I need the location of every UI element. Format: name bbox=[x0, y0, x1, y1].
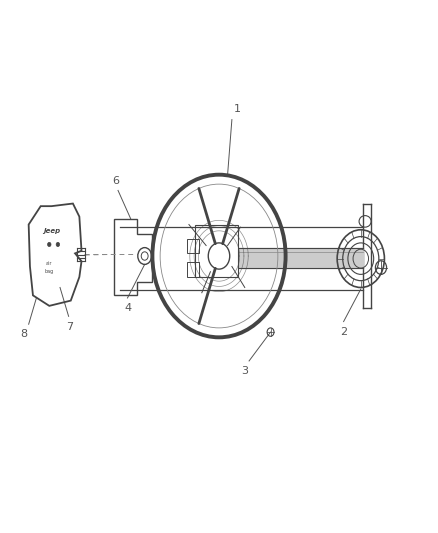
Bar bbox=[187, 239, 199, 253]
Bar bbox=[187, 262, 199, 277]
Text: bag: bag bbox=[45, 269, 54, 274]
Circle shape bbox=[56, 243, 60, 247]
Text: air: air bbox=[46, 261, 53, 266]
Text: 2: 2 bbox=[340, 327, 347, 337]
Bar bbox=[195, 224, 238, 277]
Text: 7: 7 bbox=[66, 321, 74, 332]
Text: 3: 3 bbox=[241, 366, 248, 376]
Text: Jeep: Jeep bbox=[43, 228, 60, 234]
Text: 6: 6 bbox=[113, 176, 120, 186]
Text: 4: 4 bbox=[125, 303, 132, 313]
Text: 1: 1 bbox=[234, 104, 241, 115]
Text: 8: 8 bbox=[20, 329, 27, 340]
Circle shape bbox=[48, 243, 51, 247]
